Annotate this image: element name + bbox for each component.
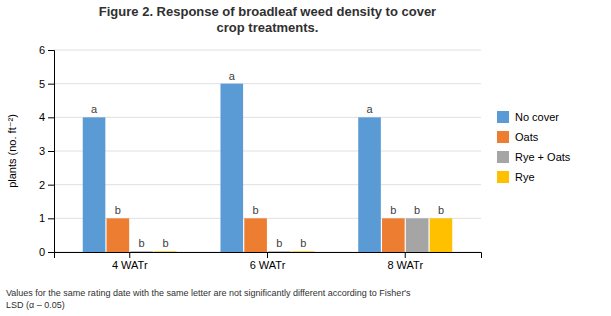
annotation: b bbox=[139, 237, 145, 249]
legend-label: No cover bbox=[515, 111, 559, 123]
y-tick-label: 5 bbox=[39, 78, 45, 90]
annotation: a bbox=[91, 103, 98, 115]
annotation: b bbox=[390, 204, 396, 216]
y-tick: 2 bbox=[39, 179, 54, 191]
legend-label: Rye + Oats bbox=[515, 151, 571, 163]
annotation: b bbox=[115, 204, 121, 216]
grid-line bbox=[54, 117, 481, 118]
annotation: b bbox=[162, 237, 168, 249]
bar-series bbox=[83, 84, 381, 252]
y-axis: 0 1 2 3 4 5 6 bbox=[39, 44, 55, 258]
grid-line bbox=[54, 151, 481, 152]
x-tick-mark bbox=[129, 252, 130, 258]
chart: 0 1 2 3 4 5 6 4 WATr 6 WATr 8 WATr a b b b a b b b a b b b pla… bbox=[0, 0, 611, 316]
footnote: LSD (α – 0.05) bbox=[6, 300, 65, 310]
grid-line bbox=[54, 184, 481, 185]
annotation: b bbox=[414, 204, 420, 216]
legend-item: No cover bbox=[497, 111, 559, 123]
grid-line bbox=[54, 83, 481, 84]
bar bbox=[268, 251, 291, 252]
title: Figure 2. Response of broadleaf weed den… bbox=[99, 4, 436, 35]
annotation: a bbox=[229, 70, 236, 82]
y-tick-label: 3 bbox=[39, 145, 45, 157]
grid-line bbox=[54, 50, 481, 51]
legend: No cover Oats Rye + Oats Rye bbox=[497, 111, 571, 183]
y-tick-label: 1 bbox=[39, 212, 45, 224]
annotation: a bbox=[366, 103, 373, 115]
bar bbox=[244, 218, 267, 252]
x-tick-label: 4 WATr bbox=[112, 259, 148, 271]
footnote: Values for the same rating date with the… bbox=[6, 288, 411, 298]
bar bbox=[406, 218, 429, 252]
x-tick-mark bbox=[267, 252, 268, 258]
legend-item: Oats bbox=[497, 131, 539, 143]
y-tick-label: 2 bbox=[39, 179, 45, 191]
bar bbox=[382, 218, 405, 252]
annotation: b bbox=[300, 237, 306, 249]
y-tick: 5 bbox=[39, 78, 54, 90]
y-tick: 4 bbox=[39, 111, 54, 123]
bar bbox=[130, 251, 153, 252]
x-tick-mark bbox=[405, 252, 406, 258]
x-tick: 6 WATr bbox=[250, 252, 286, 271]
x-tick-label: 8 WATr bbox=[387, 259, 423, 271]
y-axis-title: plants (no. ft⁻²) bbox=[6, 114, 18, 188]
bar-series bbox=[107, 218, 405, 252]
legend-item: Rye bbox=[497, 171, 535, 183]
legend-swatch bbox=[497, 151, 509, 163]
bars bbox=[83, 84, 453, 252]
bar bbox=[220, 84, 243, 252]
legend-label: Rye bbox=[515, 171, 535, 183]
grid bbox=[54, 50, 481, 252]
annotation: b bbox=[438, 204, 444, 216]
bar-series bbox=[130, 218, 428, 252]
x-axis: 4 WATr 6 WATr 8 WATr bbox=[55, 252, 482, 271]
y-tick: 1 bbox=[39, 212, 54, 224]
legend-item: Rye + Oats bbox=[497, 151, 571, 163]
bar bbox=[154, 251, 177, 252]
annotation: b bbox=[253, 204, 259, 216]
y-tick-mark bbox=[48, 84, 54, 85]
annotation: b bbox=[276, 237, 282, 249]
bar bbox=[83, 117, 106, 252]
y-tick: 3 bbox=[39, 145, 54, 157]
x-tick: 8 WATr bbox=[387, 252, 423, 271]
y-tick: 0 bbox=[39, 246, 54, 258]
x-tick: 4 WATr bbox=[112, 252, 148, 271]
y-tick-label: 6 bbox=[39, 44, 45, 56]
y-axis-line bbox=[48, 51, 55, 253]
bar-series bbox=[154, 218, 452, 252]
y-tick-label: 0 bbox=[39, 246, 45, 258]
y-tick-mark bbox=[48, 252, 54, 253]
legend-swatch bbox=[497, 171, 509, 183]
bar bbox=[107, 218, 130, 252]
y-tick-mark bbox=[48, 151, 54, 152]
bar bbox=[430, 218, 453, 252]
bar bbox=[358, 117, 381, 252]
y-tick-label: 4 bbox=[39, 111, 45, 123]
y-tick-mark bbox=[48, 218, 54, 219]
x-axis-line bbox=[55, 253, 482, 259]
y-tick-mark bbox=[48, 185, 54, 186]
plot-area: 0 1 2 3 4 5 6 4 WATr 6 WATr 8 WATr a b b b a b b b a b b b bbox=[39, 44, 482, 271]
y-tick: 6 bbox=[39, 44, 54, 56]
legend-label: Oats bbox=[515, 131, 539, 143]
y-tick-mark bbox=[48, 50, 54, 51]
annotations: a b b b a b b b a b b b bbox=[91, 70, 444, 250]
y-tick-mark bbox=[48, 117, 54, 118]
legend-swatch bbox=[497, 131, 509, 143]
bar bbox=[292, 251, 315, 252]
x-tick-label: 6 WATr bbox=[250, 259, 286, 271]
legend-swatch bbox=[497, 111, 509, 123]
